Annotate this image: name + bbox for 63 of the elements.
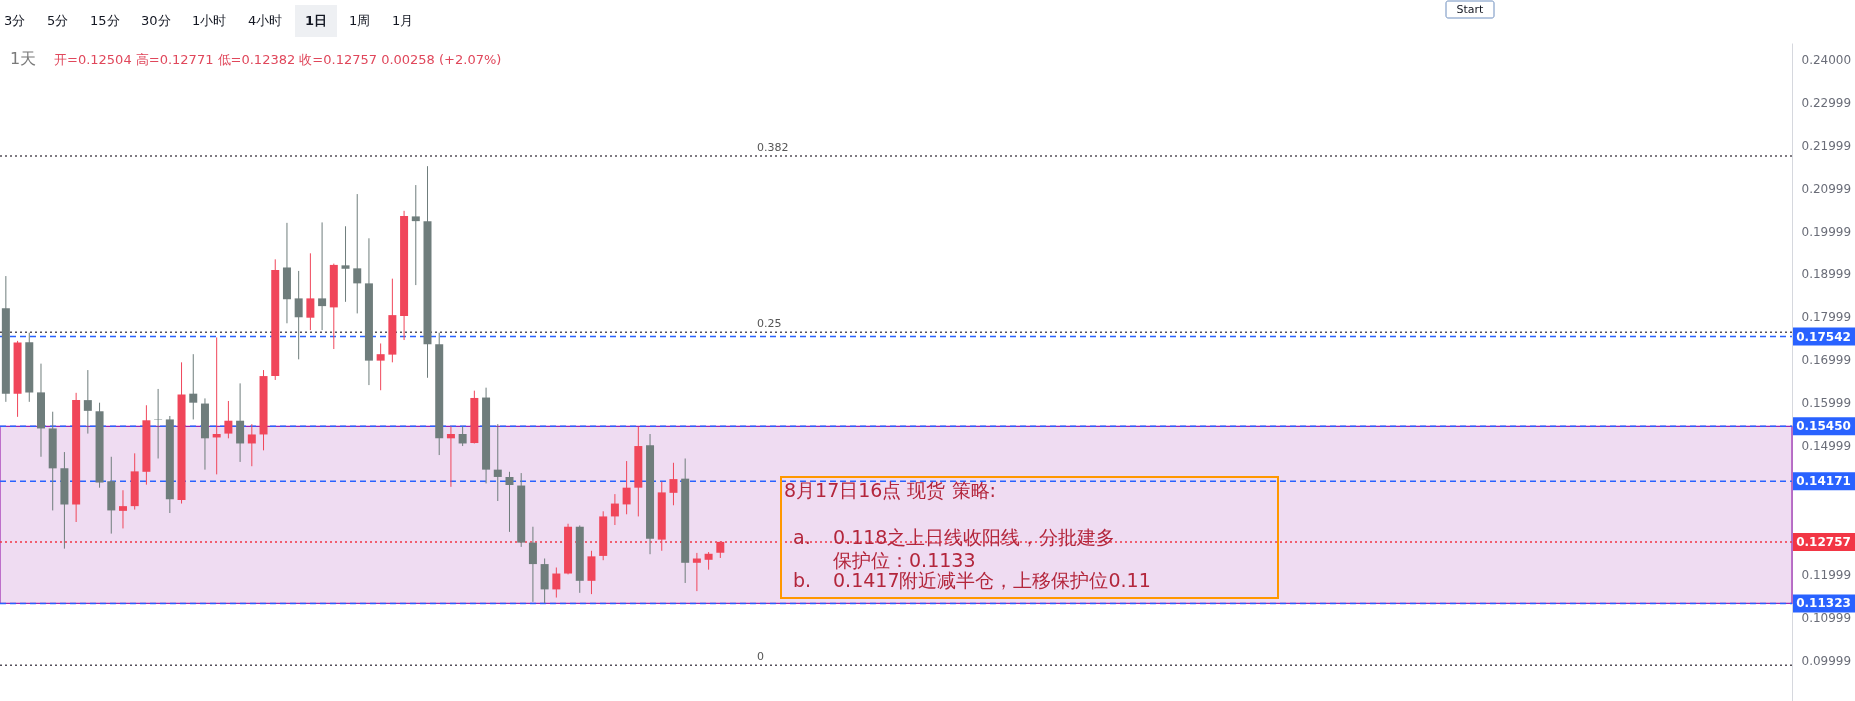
y-tick-label: 0.24000 xyxy=(1801,52,1852,67)
text: 4小时 xyxy=(248,13,283,28)
y-tick-label: 0.09999 xyxy=(1801,653,1852,668)
candlestick xyxy=(458,425,467,447)
y-tick-label: 0.15999 xyxy=(1801,396,1852,411)
candlestick xyxy=(692,552,701,592)
text: 1日 xyxy=(305,13,328,28)
y-tick-label: 0.21999 xyxy=(1801,138,1852,153)
candlestick xyxy=(318,221,327,331)
candlestick xyxy=(154,388,163,459)
text: 5分 xyxy=(47,13,69,28)
candlestick xyxy=(341,225,350,303)
candlestick xyxy=(552,567,561,599)
candlestick xyxy=(189,353,198,420)
candlestick xyxy=(247,423,256,467)
y-tick-label: 0.16999 xyxy=(1801,353,1852,368)
ref-line-label: 0.12757 xyxy=(1796,534,1851,549)
text: 1周 xyxy=(349,13,371,28)
candlestick xyxy=(306,252,315,331)
text: Start xyxy=(1456,3,1485,16)
ref-line-label: 0.15450 xyxy=(1796,419,1851,434)
candlestick xyxy=(411,184,420,286)
annotation: 保护位：0.1133 xyxy=(833,549,976,571)
annotation: a. xyxy=(793,526,811,548)
candlestick xyxy=(446,425,455,488)
candlestick xyxy=(224,400,233,439)
candlestick xyxy=(376,342,385,391)
candlestick xyxy=(669,462,678,506)
annotation: 0.118之上日线收阳线，分批建多 xyxy=(833,526,1116,548)
candlestick xyxy=(505,471,514,533)
candlestick xyxy=(294,270,303,360)
ref-line-label: 0.17542 xyxy=(1796,329,1851,344)
annotation: 8月17日16点 现货 策略: xyxy=(784,479,996,501)
y-tick-label: 0.17999 xyxy=(1801,310,1852,325)
text: 3分 xyxy=(4,13,26,28)
candlestick xyxy=(622,460,631,515)
candlestick xyxy=(353,193,362,314)
annotation: 0.1417附近减半仓，上移保护位0.11 xyxy=(833,569,1151,591)
candlestick xyxy=(83,369,92,435)
candlestick xyxy=(493,423,502,502)
ref-line-label: 0.11323 xyxy=(1796,596,1851,611)
annotation: 0 xyxy=(757,650,764,664)
y-tick-label: 0.14999 xyxy=(1801,439,1852,454)
candlestick xyxy=(236,382,245,463)
y-tick-label: 0.20999 xyxy=(1801,181,1852,196)
annotation: 0.25 xyxy=(757,317,782,331)
candlestick xyxy=(528,526,537,603)
candlestick xyxy=(610,493,619,526)
y-tick-label: 0.11999 xyxy=(1801,567,1852,582)
annotation: 0.382 xyxy=(757,140,789,154)
text: 1小时 xyxy=(192,13,227,28)
ref-line-label: 0.14171 xyxy=(1796,474,1851,489)
text: 开=0.12504 高=0.12771 低=0.12382 收=0.12757 0.00258 (+2.07%) xyxy=(54,52,502,67)
y-tick-label: 0.22999 xyxy=(1801,95,1852,110)
text: 1月 xyxy=(392,13,414,28)
annotation: b. xyxy=(793,569,812,591)
y-tick-label: 0.18999 xyxy=(1801,267,1852,282)
candlestick xyxy=(118,489,127,529)
chart-title: 1天 xyxy=(10,49,37,68)
y-tick-label: 0.19999 xyxy=(1801,224,1852,239)
y-tick-label: 0.10999 xyxy=(1801,610,1852,625)
text: 30分 xyxy=(141,13,171,28)
text: 15分 xyxy=(90,13,120,28)
